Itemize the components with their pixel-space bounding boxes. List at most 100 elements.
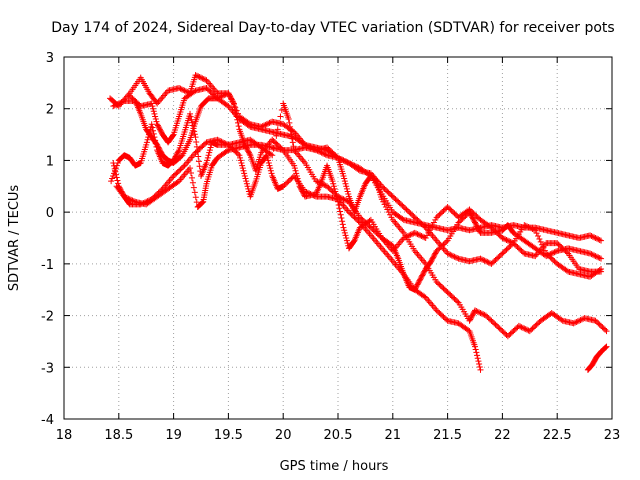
data-point	[334, 196, 341, 203]
data-point	[344, 159, 351, 166]
data-point	[428, 224, 435, 231]
data-point	[391, 194, 398, 201]
data-point	[437, 282, 444, 289]
data-point	[388, 214, 395, 221]
data-point	[198, 144, 204, 151]
data-point	[400, 235, 407, 241]
data-point	[385, 209, 392, 216]
data-point	[217, 94, 224, 101]
data-point	[475, 358, 482, 365]
data-point	[447, 291, 454, 298]
data-point	[420, 269, 427, 276]
data-point	[332, 191, 339, 198]
x-tick-label: 20.5	[324, 428, 353, 443]
data-point	[382, 203, 389, 210]
data-point	[417, 275, 424, 282]
data-point	[358, 215, 365, 222]
data-point	[387, 211, 394, 218]
data-point	[187, 165, 194, 172]
data-point	[500, 235, 507, 242]
data-point	[380, 198, 387, 205]
data-point	[203, 85, 210, 92]
data-point	[591, 252, 598, 259]
data-point	[240, 167, 247, 174]
data-point	[238, 160, 245, 167]
data-point	[439, 242, 446, 249]
data-point	[188, 116, 195, 123]
data-point	[196, 163, 203, 170]
data-point	[291, 165, 298, 172]
data-point	[150, 108, 157, 115]
data-point	[181, 87, 188, 94]
data-point	[282, 180, 289, 187]
data-point	[492, 321, 499, 328]
data-point	[208, 90, 215, 97]
data-point	[273, 140, 280, 147]
data-point	[452, 254, 459, 261]
data-point	[225, 90, 232, 97]
data-point	[517, 246, 524, 253]
data-point	[433, 247, 440, 254]
data-point	[198, 200, 205, 207]
data-point	[191, 131, 198, 138]
data-point	[330, 183, 337, 190]
data-point	[406, 209, 413, 216]
data-point	[296, 183, 303, 190]
data-point	[445, 290, 452, 297]
data-point	[157, 127, 164, 134]
data-point	[474, 308, 481, 315]
data-point	[155, 123, 162, 130]
x-tick-label: 19	[165, 428, 182, 443]
data-point	[598, 268, 605, 275]
plot-frame	[63, 56, 613, 420]
data-point	[424, 232, 431, 239]
data-point	[452, 297, 459, 304]
data-point	[466, 209, 473, 216]
data-point	[443, 238, 450, 245]
data-point	[313, 147, 320, 154]
series-track-4	[110, 136, 484, 373]
data-point	[265, 157, 272, 164]
data-point	[195, 158, 202, 165]
data-point	[459, 215, 466, 222]
data-point	[367, 224, 374, 231]
data-point	[496, 253, 503, 260]
data-point	[340, 172, 347, 179]
data-point	[467, 211, 474, 218]
data-point	[430, 219, 437, 226]
data-point	[119, 98, 126, 105]
data-point	[244, 147, 251, 154]
data-point	[324, 183, 331, 190]
data-point	[313, 178, 320, 185]
data-point	[277, 144, 284, 151]
data-point	[489, 319, 496, 326]
data-point	[176, 167, 183, 174]
data-point	[192, 149, 199, 156]
data-point	[188, 174, 195, 181]
data-point	[204, 154, 211, 161]
data-point	[178, 86, 185, 93]
data-point	[289, 135, 296, 142]
data-point	[455, 219, 462, 226]
data-point	[178, 165, 185, 172]
data-point	[444, 250, 451, 257]
data-point	[113, 174, 120, 181]
series-track-6	[126, 85, 605, 293]
data-point	[550, 249, 557, 256]
data-point	[493, 322, 500, 329]
data-point	[111, 102, 118, 109]
data-point	[530, 324, 537, 331]
data-point	[475, 225, 482, 232]
data-point	[325, 184, 332, 191]
data-point	[387, 191, 394, 198]
y-axis-label: SDTVAR / TECUs	[7, 185, 22, 292]
data-point	[436, 281, 443, 288]
data-point	[215, 94, 222, 101]
data-point	[222, 140, 229, 147]
data-point	[297, 184, 304, 191]
data-point	[496, 325, 503, 332]
data-point	[243, 178, 250, 185]
data-point	[518, 247, 525, 254]
data-point	[422, 235, 429, 241]
